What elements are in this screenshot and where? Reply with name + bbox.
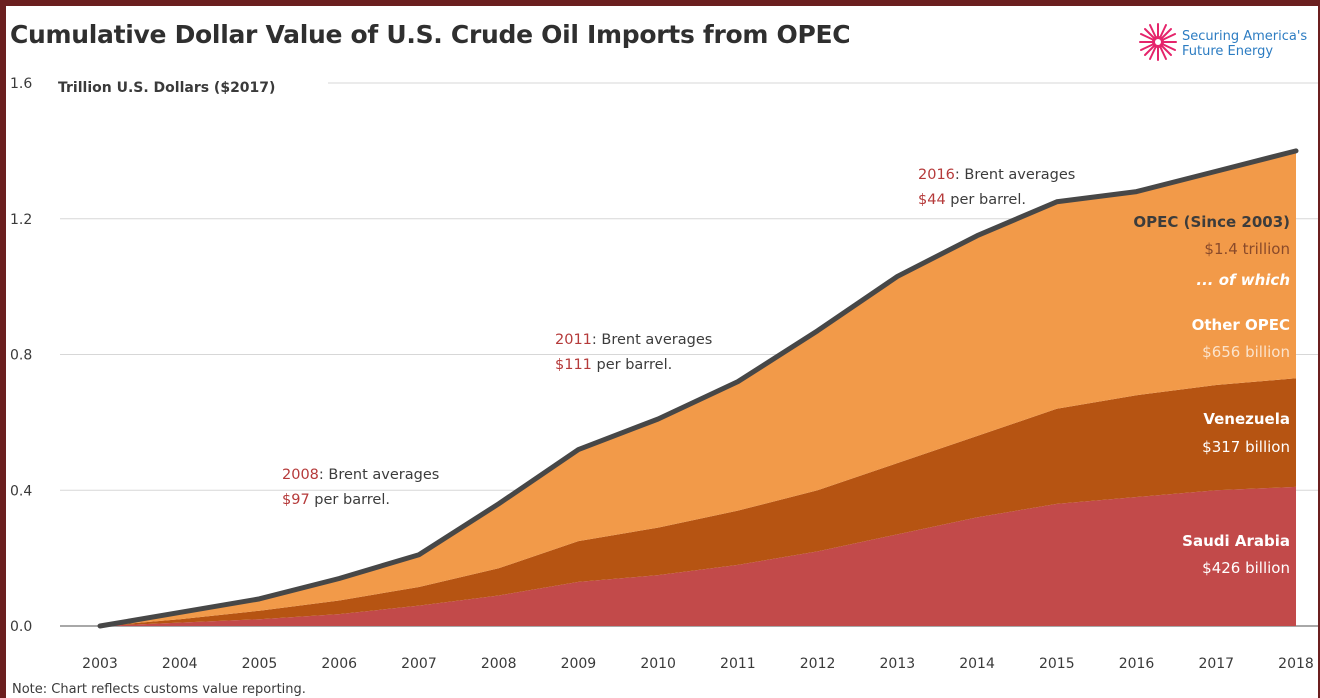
x-tick-label: 2006 xyxy=(321,656,357,672)
y-ticks: 0.0 0.4 0.8 1.2 1.6 xyxy=(10,76,32,635)
starburst-icon xyxy=(1139,23,1177,61)
label-saudi-value: $426 billion xyxy=(1202,559,1290,577)
annotation-2008-text2: per barrel. xyxy=(310,492,390,508)
logo: Securing America's Future Energy xyxy=(1136,20,1318,80)
x-tick-label: 2017 xyxy=(1198,656,1234,672)
x-tick-label: 2014 xyxy=(959,656,995,672)
x-tick-label: 2011 xyxy=(720,656,756,672)
label-venezuela-value: $317 billion xyxy=(1202,438,1290,456)
y-tick-label: 1.2 xyxy=(10,212,32,228)
annotation-2016-text2: per barrel. xyxy=(946,192,1026,208)
chart-note: Note: Chart reflects customs value repor… xyxy=(12,682,306,697)
x-tick-label: 2003 xyxy=(82,656,118,672)
x-tick-label: 2016 xyxy=(1119,656,1155,672)
annotation-2008-line2: $97 per barrel. xyxy=(282,492,390,508)
x-tick-label: 2008 xyxy=(481,656,517,672)
logo-line-2: Future Energy xyxy=(1182,44,1274,59)
chart-svg: 0.0 0.4 0.8 1.2 1.6 2003 2004 2005 2006 2007 2008… xyxy=(10,76,1318,672)
annotation-2011-line1: 2011: Brent averages xyxy=(555,332,712,348)
annotation-2016-text: : Brent averages xyxy=(955,167,1075,183)
annotation-2011-text2: per barrel. xyxy=(592,357,672,373)
y-axis-label: Trillion U.S. Dollars ($2017) xyxy=(58,80,275,96)
y-tick-label: 1.6 xyxy=(10,76,32,92)
annotation-2008-price: $97 xyxy=(282,492,310,508)
annotation-2011-line2: $111 per barrel. xyxy=(555,357,672,373)
label-opec-title: OPEC (Since 2003) xyxy=(1133,213,1290,231)
x-ticks: 2003 2004 2005 2006 2007 2008 2009 2010 2011 2012… xyxy=(82,656,1314,672)
annotation-2016-price: $44 xyxy=(918,192,946,208)
y-tick-label: 0.8 xyxy=(10,348,32,364)
x-tick-label: 2018 xyxy=(1278,656,1314,672)
logo-line-1: Securing America's xyxy=(1182,29,1308,44)
annotation-2011-year: 2011 xyxy=(555,332,592,348)
y-tick-label: 0.0 xyxy=(10,619,32,635)
x-tick-label: 2005 xyxy=(242,656,278,672)
y-tick-label: 0.4 xyxy=(10,483,32,499)
label-of-which: ... of which xyxy=(1196,271,1290,289)
label-venezuela-title: Venezuela xyxy=(1203,410,1290,428)
annotation-2008-line1: 2008: Brent averages xyxy=(282,467,439,483)
chart-title: Cumulative Dollar Value of U.S. Crude Oi… xyxy=(10,20,851,49)
area-saudi-arabia xyxy=(100,486,1296,626)
annotation-2016-line2: $44 per barrel. xyxy=(918,192,1026,208)
label-saudi-title: Saudi Arabia xyxy=(1182,532,1290,550)
annotation-2016-line1: 2016: Brent averages xyxy=(918,167,1075,183)
annotation-2016-year: 2016 xyxy=(918,167,955,183)
chart-frame: Cumulative Dollar Value of U.S. Crude Oi… xyxy=(6,6,1318,698)
x-tick-label: 2015 xyxy=(1039,656,1075,672)
label-other-opec-title: Other OPEC xyxy=(1192,316,1290,334)
annotation-2011-price: $111 xyxy=(555,357,592,373)
area-other-opec xyxy=(100,150,1296,626)
x-tick-label: 2004 xyxy=(162,656,198,672)
x-tick-label: 2009 xyxy=(561,656,597,672)
annotation-2011-text: : Brent averages xyxy=(592,332,712,348)
label-other-opec-value: $656 billion xyxy=(1202,343,1290,361)
annotation-2008-year: 2008 xyxy=(282,467,319,483)
label-opec-value: $1.4 trillion xyxy=(1204,240,1290,258)
x-tick-label: 2012 xyxy=(800,656,836,672)
x-tick-label: 2010 xyxy=(640,656,676,672)
area-venezuela xyxy=(100,378,1296,626)
x-tick-label: 2013 xyxy=(880,656,916,672)
x-tick-label: 2007 xyxy=(401,656,437,672)
area-layers xyxy=(100,150,1296,626)
annotation-2008-text: : Brent averages xyxy=(319,467,439,483)
total-line xyxy=(97,148,1299,629)
